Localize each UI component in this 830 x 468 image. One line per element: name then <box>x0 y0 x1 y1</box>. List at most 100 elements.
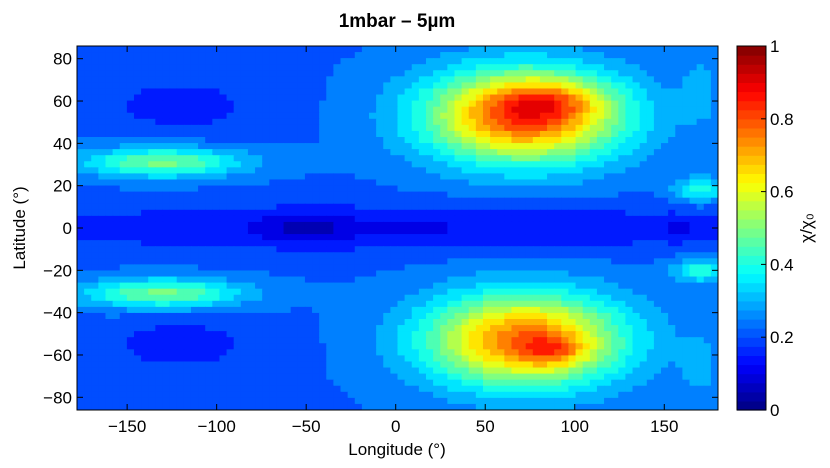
heatmap-cell <box>326 64 334 71</box>
heatmap-cell <box>511 209 520 217</box>
heatmap-cell <box>504 331 513 338</box>
heatmap-cell <box>369 306 377 314</box>
heatmap-cell <box>653 191 662 199</box>
heatmap-cell <box>518 58 527 65</box>
heatmap-cell <box>490 58 498 65</box>
heatmap-cell <box>525 52 534 59</box>
heatmap-cell <box>440 367 448 375</box>
heatmap-cell <box>155 331 164 338</box>
heatmap-cell <box>518 173 527 181</box>
heatmap-cell <box>539 312 548 320</box>
heatmap-cell <box>575 294 584 302</box>
heatmap-cell <box>404 100 413 108</box>
heatmap-cell <box>240 246 249 253</box>
heatmap-cell <box>653 203 662 211</box>
heatmap-cell <box>141 312 149 320</box>
heatmap-cell <box>297 349 306 356</box>
heatmap-cell <box>98 203 107 211</box>
heatmap-cell <box>240 240 249 247</box>
heatmap-cell <box>675 64 683 71</box>
heatmap-cell <box>347 221 356 229</box>
heatmap-cell <box>376 215 384 223</box>
heatmap-cell <box>354 149 363 156</box>
heatmap-cell <box>554 179 562 187</box>
heatmap-cell <box>675 246 683 253</box>
heatmap-cell <box>689 240 698 247</box>
heatmap-cell <box>269 88 278 96</box>
heatmap-cell <box>440 331 448 338</box>
heatmap-cell <box>596 294 605 302</box>
heatmap-cell <box>119 197 128 205</box>
heatmap-cell <box>532 252 541 259</box>
heatmap-cell <box>169 130 178 138</box>
heatmap-cell <box>596 331 605 338</box>
heatmap-cell <box>190 331 199 338</box>
heatmap-cell <box>490 240 498 247</box>
heatmap-cell <box>262 161 270 168</box>
heatmap-cell <box>205 209 213 217</box>
heatmap-cell <box>98 64 107 71</box>
heatmap-cell <box>625 76 634 83</box>
heatmap-cell <box>354 361 363 369</box>
heatmap-cell <box>340 337 349 344</box>
heatmap-cell <box>354 76 363 83</box>
heatmap-cell <box>347 173 356 181</box>
heatmap-cell <box>176 306 185 314</box>
heatmap-cell <box>554 173 562 181</box>
heatmap-cell <box>518 300 527 308</box>
heatmap-cell <box>240 252 249 259</box>
heatmap-cell <box>77 46 85 53</box>
heatmap-cell <box>490 64 498 71</box>
heatmap-cell <box>126 155 135 162</box>
heatmap-cell <box>575 282 584 290</box>
heatmap-cell <box>575 258 584 265</box>
heatmap-cell <box>240 179 249 187</box>
heatmap-cell <box>361 106 370 114</box>
heatmap-cell <box>682 143 691 150</box>
heatmap-cell <box>596 246 605 253</box>
heatmap-cell <box>575 76 584 83</box>
heatmap-cell <box>682 149 691 156</box>
heatmap-cell <box>689 185 698 193</box>
heatmap-cell <box>247 246 256 253</box>
heatmap-cell <box>532 361 541 369</box>
heatmap-cell <box>604 264 612 272</box>
heatmap-cell <box>511 228 520 235</box>
heatmap-cell <box>532 319 541 326</box>
heatmap-cell <box>411 197 420 205</box>
heatmap-cell <box>98 252 107 259</box>
heatmap-cell <box>468 264 477 272</box>
heatmap-cell <box>390 100 399 108</box>
heatmap-cell <box>390 64 399 71</box>
heatmap-cell <box>689 197 698 205</box>
heatmap-cell <box>126 124 135 132</box>
heatmap-cell <box>219 197 228 205</box>
heatmap-cell <box>255 58 263 65</box>
heatmap-cell <box>198 161 206 168</box>
heatmap-cell <box>112 264 121 272</box>
heatmap-cell <box>354 155 363 162</box>
heatmap-cell <box>219 167 228 174</box>
heatmap-cell <box>518 76 527 83</box>
heatmap-cell <box>247 112 256 120</box>
heatmap-cell <box>148 270 156 278</box>
heatmap-cell <box>148 361 156 369</box>
heatmap-cell <box>326 70 334 77</box>
heatmap-cell <box>696 88 705 96</box>
heatmap-cell <box>703 300 712 308</box>
heatmap-cell <box>632 234 641 241</box>
heatmap-cell <box>133 234 142 241</box>
heatmap-cell <box>390 258 399 265</box>
heatmap-cell <box>390 288 399 296</box>
heatmap-cell <box>141 46 149 53</box>
heatmap-cell <box>77 300 85 308</box>
heatmap-cell <box>77 246 85 253</box>
heatmap-cell <box>454 252 463 259</box>
heatmap-cell <box>668 161 676 168</box>
heatmap-cell <box>198 76 206 83</box>
heatmap-cell <box>547 215 555 223</box>
heatmap-cell <box>568 130 577 138</box>
heatmap-cell <box>582 161 591 168</box>
heatmap-cell <box>582 355 591 363</box>
heatmap-cell <box>604 234 612 241</box>
